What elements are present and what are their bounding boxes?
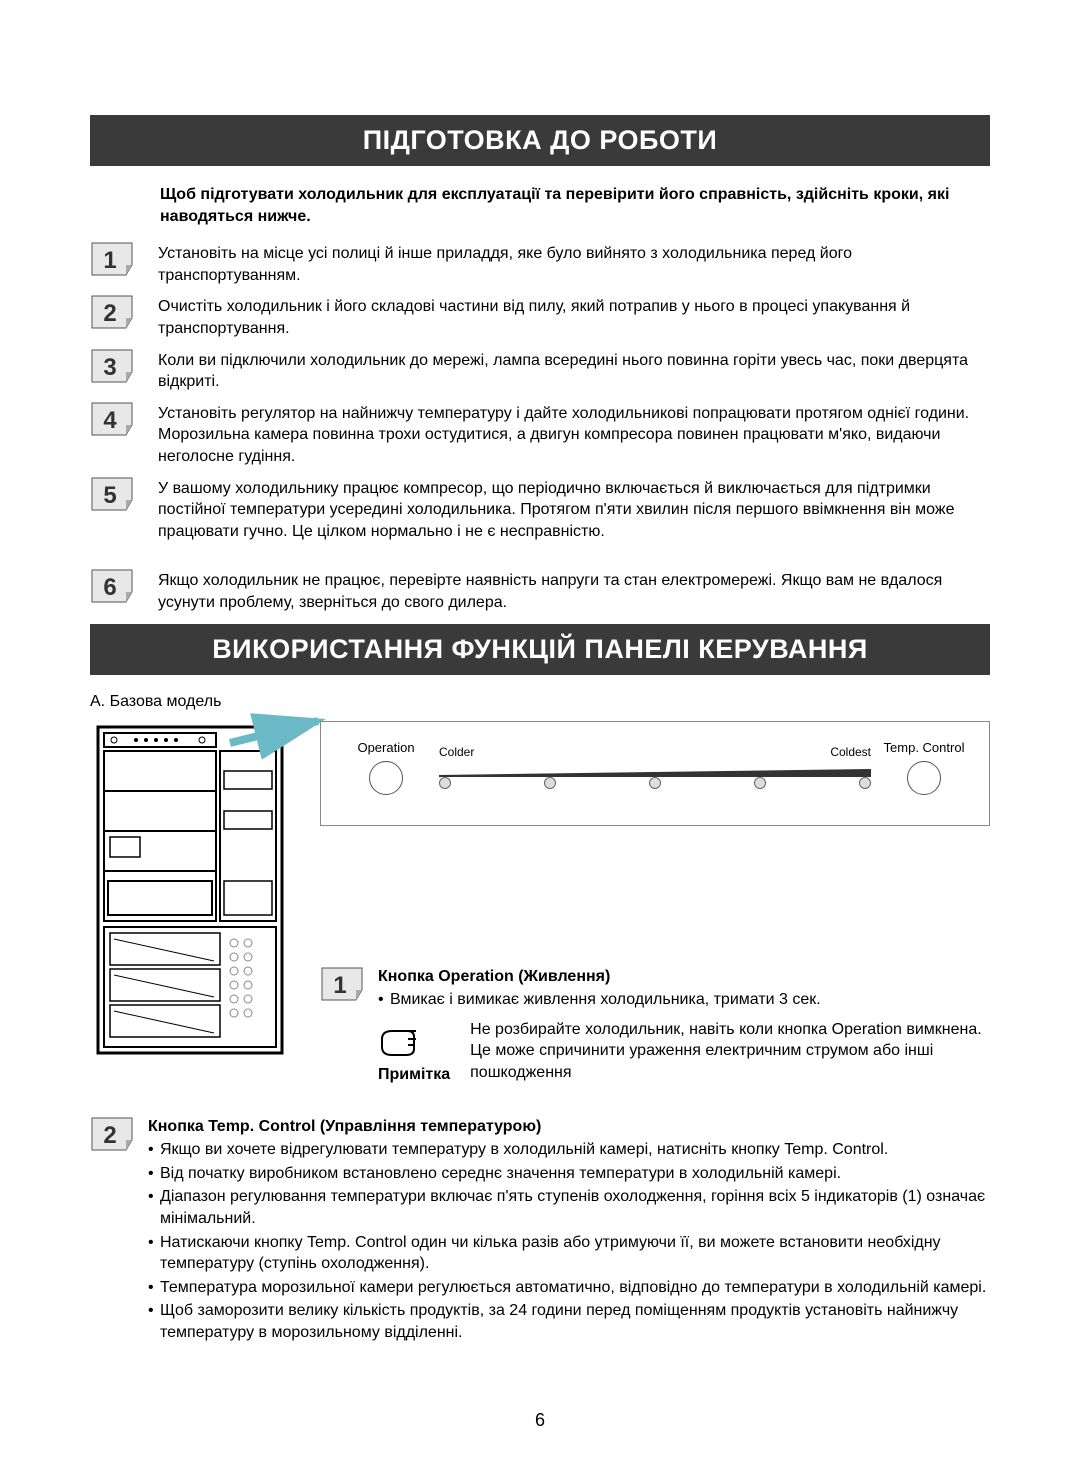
indicator-dot [439, 777, 451, 789]
indicator-dot [754, 777, 766, 789]
step-6: 6 Якщо холодильник не працює, перевірте … [90, 568, 990, 613]
step-number-badge: 6 [90, 568, 134, 604]
operation-title: Кнопка Operation (Живлення) [378, 966, 990, 988]
page-number: 6 [0, 1410, 1080, 1431]
step-number-badge: 2 [90, 1116, 134, 1152]
step-text: Установіть регулятор на найнижчу темпера… [158, 401, 990, 468]
note-hand-icon: Примітка [378, 1019, 458, 1084]
svg-text:3: 3 [103, 354, 116, 381]
step-number-badge: 4 [90, 401, 134, 437]
step-number-badge: 1 [90, 241, 134, 277]
bullet: •Якщо ви хочете відрегулювати температур… [148, 1139, 990, 1161]
illustration-row: Operation Colder Coldest [90, 721, 990, 1098]
step-text: Якщо холодильник не працює, перевірте на… [158, 568, 990, 613]
circle-icon [369, 761, 403, 795]
step-text: Установіть на місце усі полиці й інше пр… [158, 241, 990, 286]
temp-bullets: •Якщо ви хочете відрегулювати температур… [148, 1139, 990, 1343]
temp-control-section: 2 Кнопка Temp. Control (Управління темпе… [90, 1116, 990, 1346]
operation-label: Operation [341, 740, 431, 755]
temp-control-title: Кнопка Temp. Control (Управління темпера… [148, 1116, 990, 1138]
svg-text:5: 5 [103, 482, 116, 509]
indicator-dot [859, 777, 871, 789]
operation-section: 1 Кнопка Operation (Живлення) •Вмикає і … [320, 966, 990, 1011]
step-4: 4 Установіть регулятор на найнижчу темпе… [90, 401, 990, 468]
bullet: •Температура морозильної камери регулюєт… [148, 1277, 990, 1299]
step-number-badge: 2 [90, 294, 134, 330]
operation-button-diagram: Operation [341, 740, 431, 795]
section-banner-controls: ВИКОРИСТАННЯ ФУНКЦІЙ ПАНЕЛІ КЕРУВАННЯ [90, 624, 990, 675]
note-text: Не розбирайте холодильник, навіть коли к… [470, 1019, 990, 1084]
temperature-scale: Colder Coldest [431, 745, 879, 789]
temp-control-button-diagram: Temp. Control [879, 740, 969, 795]
intro-text: Щоб підготувати холодильник для експлуат… [160, 184, 990, 227]
svg-text:1: 1 [103, 247, 116, 274]
svg-text:1: 1 [333, 972, 346, 999]
fridge-diagram [90, 721, 290, 1066]
step-1: 1 Установіть на місце усі полиці й інше … [90, 241, 990, 286]
svg-text:4: 4 [103, 407, 117, 434]
section-banner-preparation: ПІДГОТОВКА ДО РОБОТИ [90, 115, 990, 166]
model-label: A. Базова модель [90, 693, 990, 711]
preparation-steps: 1 Установіть на місце усі полиці й інше … [90, 241, 990, 613]
colder-label: Colder [439, 745, 474, 759]
pointer-arrow-icon [230, 713, 330, 753]
control-panel-diagram: Operation Colder Coldest [320, 721, 990, 826]
bullet: •Щоб заморозити велику кількість продукт… [148, 1300, 990, 1343]
indicator-dot [649, 777, 661, 789]
step-3: 3 Коли ви підключили холодильник до мере… [90, 348, 990, 393]
step-number-badge: 5 [90, 476, 134, 512]
svg-text:2: 2 [103, 300, 116, 327]
step-text: Коли ви підключили холодильник до мережі… [158, 348, 990, 393]
bullet: •Діапазон регулювання температури включа… [148, 1186, 990, 1229]
svg-text:6: 6 [103, 574, 116, 601]
step-number-badge: 3 [90, 348, 134, 384]
bullet: •Від початку виробником встановлено сере… [148, 1163, 990, 1185]
temp-control-label: Temp. Control [879, 740, 969, 755]
circle-icon [907, 761, 941, 795]
note-label: Примітка [378, 1066, 450, 1084]
bullet: •Натискаючи кнопку Temp. Control один чи… [148, 1232, 990, 1275]
step-text: Очистіть холодильник і його складові час… [158, 294, 990, 339]
step-number-badge: 1 [320, 966, 364, 1002]
coldest-label: Coldest [830, 745, 871, 759]
indicator-dot [544, 777, 556, 789]
svg-text:2: 2 [103, 1122, 116, 1149]
operation-bullet: •Вмикає і вимикає живлення холодильника,… [378, 989, 990, 1011]
step-2: 2 Очистіть холодильник і його складові ч… [90, 294, 990, 339]
note-row: Примітка Не розбирайте холодильник, наві… [378, 1019, 990, 1084]
step-text: У вашому холодильнику працює компресор, … [158, 476, 990, 543]
step-5: 5 У вашому холодильнику працює компресор… [90, 476, 990, 543]
